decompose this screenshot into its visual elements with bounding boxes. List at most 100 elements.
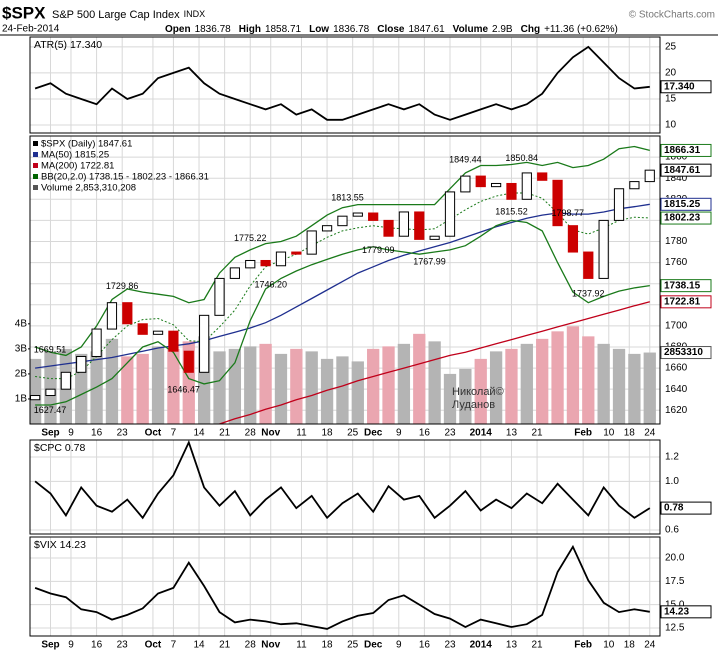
data-line: [34, 440, 651, 520]
x-tick-label: 2014: [470, 640, 493, 651]
y-tick-label: 20.0: [665, 553, 685, 564]
candle-body: [398, 211, 410, 237]
x-tick-label: 21: [532, 428, 544, 439]
volume-bar: [551, 331, 564, 424]
candle-body: [45, 388, 56, 397]
value-box: [660, 501, 712, 515]
candle-body: [137, 323, 148, 335]
value-box: [660, 346, 712, 360]
candle-body: [275, 251, 287, 267]
x-tick-label: 21: [219, 640, 231, 651]
volume-bar: [459, 368, 472, 424]
legend-entry: Volume 2,853,310,208: [41, 183, 136, 194]
candle-body: [245, 259, 256, 269]
y-tick-label: 1.2: [665, 452, 679, 463]
panel-frame: [29, 536, 661, 637]
candle-body: [521, 172, 532, 200]
x-tick-label: 9: [68, 428, 74, 439]
candle-body: [352, 212, 363, 217]
legend-entry: $SPX (Daily) 1847.61: [41, 139, 132, 150]
candle-body: [537, 172, 548, 181]
candle-body: [583, 251, 594, 279]
x-tick-label: 16: [91, 640, 103, 651]
annotation: 1767.99: [413, 257, 446, 267]
x-tick-label: 18: [322, 640, 334, 651]
candle-body: [291, 251, 302, 255]
annotation: 1729.86: [106, 281, 139, 291]
x-tick-label: 9: [68, 640, 74, 651]
index-name: S&P 500 Large Cap Index INDX: [52, 9, 205, 21]
y-tick-label: 25: [665, 42, 677, 53]
candle-body: [337, 215, 348, 227]
candle-body: [475, 175, 486, 188]
value-box-label: 1847.61: [664, 165, 701, 176]
plot-area: [30, 537, 660, 636]
volume-bar: [259, 343, 272, 424]
candle-body: [444, 191, 456, 237]
annotation: 1849.44: [449, 155, 482, 165]
value-box-label: 1815.25: [664, 199, 701, 210]
x-tick-label: 7: [171, 640, 177, 651]
x-tick-label: 9: [396, 640, 402, 651]
y-tick-label: 1840: [665, 173, 688, 184]
y-tick-label: 1700: [665, 321, 688, 332]
x-tick-label: 25: [347, 640, 359, 651]
annotation: 1850.84: [505, 153, 538, 163]
x-tick-label: 25: [347, 428, 359, 439]
volume-bar: [274, 353, 288, 424]
y-tick-label: 12.5: [665, 623, 685, 634]
volume-bar: [244, 346, 257, 424]
candle-body: [460, 175, 471, 193]
value-box-label: 0.78: [664, 503, 684, 514]
x-tick-label: Dec: [364, 428, 383, 439]
data-line: [34, 544, 650, 630]
y-tick-label: 1780: [665, 236, 688, 247]
x-tick-label: 23: [444, 640, 456, 651]
x-tick-label: 10: [603, 640, 615, 651]
panel: 10 15 20 25 17.340 ATR(5) 17.340: [29, 36, 712, 134]
y-tick-label: 1760: [665, 257, 688, 268]
x-tick-label: 16: [419, 428, 431, 439]
legend-entry: MA(200) 1722.81: [41, 161, 114, 172]
value-box-label: 17.340: [664, 81, 695, 92]
annotation: 1669.51: [34, 344, 67, 354]
value-box-label: 2853310: [664, 347, 703, 358]
candle-body: [321, 225, 333, 232]
x-tick-label: 16: [91, 428, 103, 439]
stat-label: Volume: [453, 24, 489, 35]
volume-bar: [582, 336, 595, 424]
x-tick-label: 18: [322, 428, 334, 439]
y-tick-label: 15.0: [665, 599, 685, 610]
watermark: Луданов: [452, 399, 495, 411]
stat-label: Open: [165, 24, 191, 35]
value-box: [660, 143, 712, 157]
panel-title: $VIX 14.23: [34, 539, 86, 551]
volume-bar: [505, 348, 518, 424]
candle-body: [368, 212, 379, 221]
x-tick-label: 21: [219, 428, 231, 439]
stat-label: Low: [309, 24, 329, 35]
volume-bar: [474, 358, 487, 424]
x-tick-label: 18: [624, 640, 636, 651]
x-tick-label: 28: [245, 640, 257, 651]
value-box: [660, 295, 712, 309]
candle-body: [490, 182, 502, 188]
panel-frame: [29, 36, 661, 134]
volume-bar: [489, 351, 503, 424]
stat-label: High: [239, 24, 261, 35]
y-tick-label: 1660: [665, 363, 688, 374]
annotation: 1815.52: [495, 206, 528, 216]
candle-body: [229, 267, 240, 279]
volume-bar: [536, 338, 549, 424]
date: 24-Feb-2014: [2, 24, 60, 35]
x-tick-label: Nov: [261, 640, 280, 651]
candle-body: [199, 314, 210, 373]
stat-label: Chg: [521, 24, 540, 35]
volume-bar: [597, 343, 610, 424]
volume-bar: [566, 326, 580, 424]
y-tick-label: 0.6: [665, 525, 679, 536]
annotation: 1798.77: [552, 208, 585, 218]
value-box-label: 1866.31: [664, 145, 701, 156]
annotation: 1746.20: [254, 280, 287, 290]
